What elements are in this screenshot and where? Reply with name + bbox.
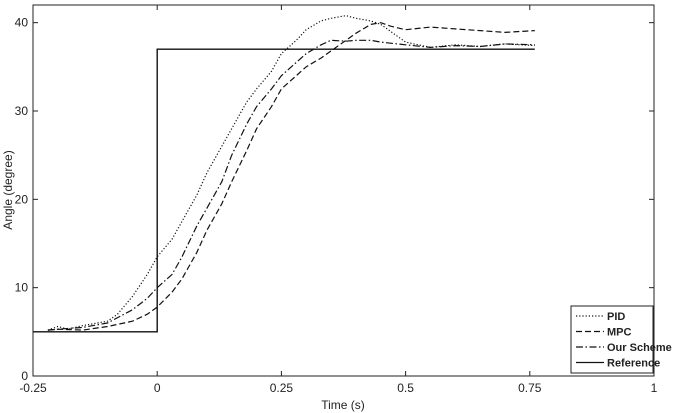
- x-tick-label: -0.25: [19, 381, 47, 395]
- x-tick-label: 0.75: [518, 381, 542, 395]
- x-tick-label: 1: [651, 381, 658, 395]
- series-line-reference: [33, 48, 535, 333]
- legend-box: [570, 305, 654, 374]
- y-tick-label: 0: [21, 369, 28, 383]
- legend-label: MPC: [607, 327, 632, 339]
- legend-label: Reference: [607, 358, 660, 370]
- y-tick-label: 20: [15, 192, 29, 206]
- x-tick-label: 0.5: [397, 381, 414, 395]
- legend-label: Our Scheme: [607, 342, 672, 354]
- x-tick-label: 0.25: [270, 381, 294, 395]
- y-tick-label: 30: [15, 104, 29, 118]
- y-axis-label: Angle (degree): [1, 150, 15, 229]
- x-tick-label: 0: [154, 381, 161, 395]
- series-layer: [33, 14, 535, 333]
- legend: PID MPC Our Scheme Reference: [570, 305, 672, 374]
- series-line-our-scheme: [47, 39, 535, 331]
- y-tick-label: 10: [15, 281, 29, 295]
- series-line-mpc: [47, 22, 535, 331]
- x-axis-label: Time (s): [321, 398, 365, 412]
- y-tick-label: 40: [15, 16, 29, 30]
- legend-label: PID: [607, 311, 625, 323]
- series-line-pid: [47, 14, 535, 331]
- plot-area: [32, 4, 655, 377]
